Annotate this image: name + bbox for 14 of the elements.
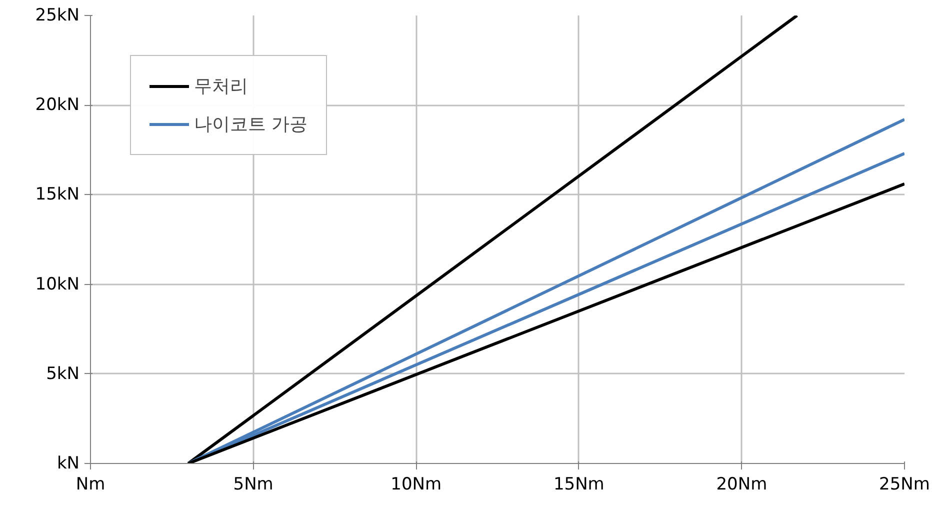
legend-label: 나이코트 가공	[194, 113, 308, 136]
x-tick-label: 10Nm	[390, 474, 442, 494]
y-tick-label: kN	[56, 454, 80, 474]
y-tick-label: 20kN	[35, 95, 80, 116]
y-tick-label: 15kN	[35, 184, 80, 205]
x-tick-label: 20Nm	[716, 474, 768, 494]
x-tick-label: 25Nm	[879, 474, 930, 494]
x-tick-label: 15Nm	[553, 474, 604, 494]
legend-label: 무처리	[194, 75, 248, 98]
y-tick-label: 25kN	[35, 6, 80, 26]
y-tick-label: 5kN	[46, 364, 80, 384]
x-tick-label: 5Nm	[233, 474, 274, 494]
y-tick-label: 10kN	[35, 274, 80, 294]
x-tick-label: Nm	[76, 474, 106, 494]
